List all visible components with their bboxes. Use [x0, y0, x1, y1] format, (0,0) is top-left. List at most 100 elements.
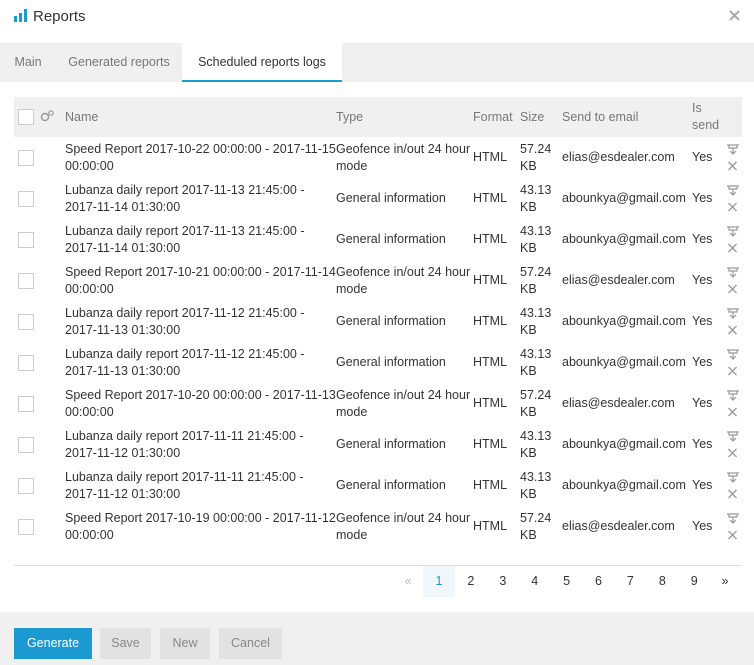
download-icon[interactable] [727, 430, 739, 442]
cell: Geofence in/out 24 hour mode [336, 387, 471, 419]
row-actions [727, 225, 739, 252]
cell: Yes [692, 191, 713, 205]
download-icon[interactable] [727, 348, 739, 360]
spacer-cell [40, 424, 65, 465]
header: Reports [0, 0, 754, 43]
cell: Yes [692, 478, 713, 492]
cell: Speed Report 2017-10-19 00:00:00 - 2017-… [65, 510, 336, 542]
checkbox-cell [14, 465, 40, 506]
download-icon[interactable] [727, 266, 739, 278]
checkbox-cell [14, 506, 40, 547]
delete-icon[interactable] [728, 161, 737, 170]
delete-icon[interactable] [728, 284, 737, 293]
cell: abounkya@gmail.com [562, 437, 686, 451]
close-button[interactable] [729, 10, 740, 21]
pagination: « 1 2 3 4 5 6 7 8 9 » [14, 565, 742, 598]
cell: Lubanza daily report 2017-11-11 21:45:00… [65, 428, 304, 460]
checkbox[interactable] [18, 313, 34, 330]
checkbox[interactable] [18, 354, 34, 371]
download-icon[interactable] [727, 184, 739, 196]
page-link[interactable]: 4 [531, 574, 539, 588]
prev-page[interactable]: « [404, 574, 412, 588]
checkbox[interactable] [18, 231, 34, 248]
checkbox[interactable] [18, 149, 34, 166]
download-icon[interactable] [727, 471, 739, 483]
checkbox[interactable] [18, 272, 34, 289]
tab[interactable]: Scheduled reports logs [182, 43, 342, 82]
spacer-cell [40, 465, 65, 506]
checkbox[interactable] [18, 477, 34, 494]
column-header: Type [336, 97, 473, 137]
actions-cell [726, 342, 742, 383]
column-header: Is send [692, 97, 726, 137]
page-link[interactable]: 1 [423, 566, 455, 597]
cell: 57.24 KB [520, 141, 552, 173]
table-row: Speed Report 2017-10-20 00:00:00 - 2017-… [14, 383, 742, 424]
page-link[interactable]: 7 [626, 574, 634, 588]
next-page[interactable]: » [721, 574, 729, 588]
download-icon[interactable] [727, 389, 739, 401]
actions-header [726, 97, 742, 137]
table-row: Lubanza daily report 2017-11-11 21:45:00… [14, 465, 742, 506]
row-actions [727, 266, 739, 293]
cell: Yes [692, 273, 713, 287]
cell: HTML [473, 519, 508, 533]
delete-icon[interactable] [728, 407, 737, 416]
button[interactable]: Cancel [219, 628, 282, 659]
tab[interactable]: Generated reports [68, 55, 170, 69]
page-link[interactable]: 6 [595, 574, 602, 588]
delete-icon[interactable] [728, 448, 737, 457]
spacer-cell [40, 506, 65, 547]
delete-icon[interactable] [728, 202, 737, 211]
settings-icon[interactable] [40, 109, 54, 122]
checkbox-cell [14, 219, 40, 260]
cell: abounkya@gmail.com [562, 478, 686, 492]
actions-cell [726, 219, 742, 260]
page-link[interactable]: 8 [658, 574, 666, 588]
cell: elias@esdealer.com [562, 519, 675, 533]
checkbox[interactable] [18, 109, 34, 125]
checkbox-cell [14, 260, 40, 301]
checkbox-cell [14, 424, 40, 465]
cell: abounkya@gmail.com [562, 314, 686, 328]
delete-icon[interactable] [728, 530, 737, 539]
download-icon[interactable] [727, 143, 739, 155]
checkbox-cell [14, 137, 40, 178]
tab[interactable]: Main [14, 55, 42, 69]
delete-icon[interactable] [728, 243, 737, 252]
page-link[interactable]: 9 [690, 574, 698, 588]
page-link[interactable]: 3 [499, 574, 507, 588]
checkbox[interactable] [18, 436, 34, 453]
checkbox[interactable] [18, 395, 34, 412]
spacer-cell [40, 178, 65, 219]
button[interactable]: Generate [14, 628, 92, 659]
download-icon[interactable] [727, 225, 739, 237]
delete-icon[interactable] [728, 489, 737, 498]
logs-table: Name Type Format Size Send to email Is send S… [14, 97, 742, 547]
cell: elias@esdealer.com [562, 396, 675, 410]
cell: Yes [692, 232, 713, 246]
cell: General information [336, 478, 446, 492]
table-row: Lubanza daily report 2017-11-13 21:45:00… [14, 219, 742, 260]
page-link[interactable]: 5 [563, 574, 571, 588]
cell: abounkya@gmail.com [562, 355, 686, 369]
button[interactable]: New [160, 628, 210, 659]
actions-cell [726, 137, 742, 178]
checkbox[interactable] [18, 190, 34, 207]
delete-icon[interactable] [728, 366, 737, 375]
cell: HTML [473, 191, 508, 205]
delete-icon[interactable] [728, 325, 737, 334]
cell: HTML [473, 396, 508, 410]
page-link[interactable]: 2 [467, 574, 475, 588]
button[interactable]: Save [100, 628, 151, 659]
cell: Yes [692, 437, 713, 451]
row-actions [727, 184, 739, 211]
footer: Generate Save New Cancel [0, 612, 754, 665]
cell: 57.24 KB [520, 387, 552, 419]
cell: 43.13 KB [520, 346, 552, 378]
table-row: Speed Report 2017-10-19 00:00:00 - 2017-… [14, 506, 742, 547]
download-icon[interactable] [727, 512, 739, 524]
checkbox-cell [14, 301, 40, 342]
checkbox[interactable] [18, 518, 34, 535]
download-icon[interactable] [727, 307, 739, 319]
